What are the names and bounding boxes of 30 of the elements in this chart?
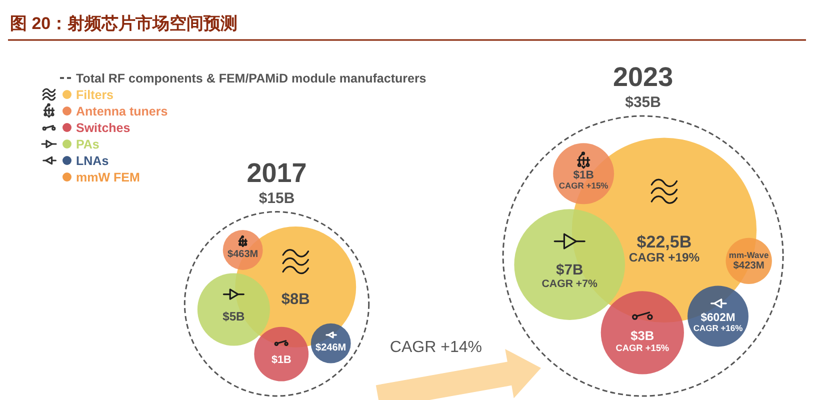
- category-label: 2023: [613, 62, 674, 92]
- text: CAGR +15%: [558, 180, 609, 190]
- text: CAGR +7%: [542, 278, 598, 290]
- text: mm-Wave: [728, 250, 770, 260]
- text: CAGR +15%: [616, 342, 670, 353]
- data-label: $5B: [222, 310, 246, 324]
- data-label: $22,5B: [636, 232, 692, 252]
- legend-label: Antenna tuners: [76, 104, 168, 118]
- data-label: $1B: [573, 170, 594, 182]
- legend-label: LNAs: [76, 154, 109, 168]
- legend-label: Switches: [76, 121, 130, 135]
- text: CAGR +16%: [693, 323, 744, 334]
- data-label: $423M: [733, 260, 764, 272]
- text: 图 20：射频芯片市场空间预测: [10, 14, 238, 33]
- data-label: $8B: [281, 290, 310, 308]
- legend-label: PAs: [76, 138, 100, 152]
- data-label: $7B: [556, 262, 584, 278]
- text: CAGR +19%: [628, 250, 700, 265]
- data-label: $246M: [316, 342, 346, 354]
- data-label: $1B: [271, 354, 292, 366]
- legend-label: Filters: [76, 88, 114, 102]
- data-label: $463M: [228, 249, 258, 260]
- category-label: 2017: [246, 158, 307, 188]
- legend-label: Total RF components & FEM/PAMiD module manufacturers: [76, 72, 426, 86]
- data-label: $3B: [630, 328, 654, 343]
- data-label: $35B: [625, 94, 662, 111]
- text: CAGR +14%: [390, 339, 482, 356]
- data-label: $15B: [258, 190, 295, 207]
- legend-label: mmW FEM: [76, 170, 140, 184]
- data-label: $602M: [700, 312, 736, 324]
